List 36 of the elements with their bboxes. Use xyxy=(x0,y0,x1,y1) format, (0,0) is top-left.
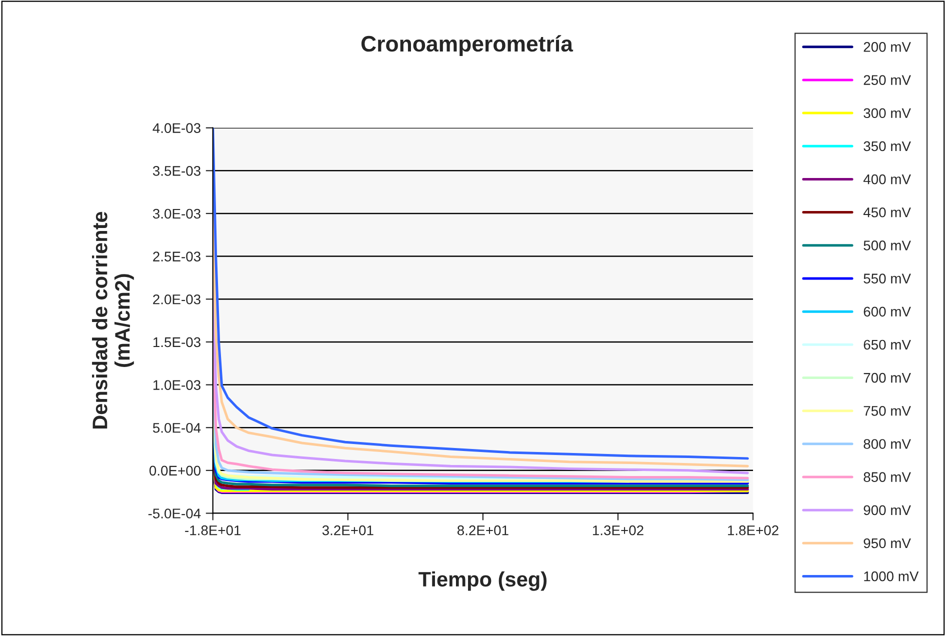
x-tick-label: 8.2E+01 xyxy=(457,525,508,536)
legend-label: 900 mV xyxy=(864,505,911,516)
legend-label: 250 mV xyxy=(864,75,911,85)
legend-label: 850 mV xyxy=(864,472,911,482)
legend-label: 500 mV xyxy=(864,240,911,250)
y-tick-label: 2.5E-03 xyxy=(153,252,200,262)
y-tick-label: 0.0E+00 xyxy=(149,466,201,476)
y-tick-label: 5.0E-04 xyxy=(152,422,201,433)
y-axis-title: Densidad de corriente (mA/cm2) xyxy=(92,212,134,429)
y-tick-label: -5.0E-04 xyxy=(148,508,201,518)
legend-label: 400 mV xyxy=(863,174,911,184)
legend-label: 1000 mV xyxy=(864,571,919,582)
y-tick-label: 1.0E-03 xyxy=(153,380,200,390)
legend-label: 350 mV xyxy=(864,141,911,152)
x-tick-label: 1.8E+02 xyxy=(728,525,778,536)
legend-label: 800 mV xyxy=(864,439,911,449)
legend-label: 600 mV xyxy=(864,306,911,317)
legend-label: 450 mV xyxy=(863,207,911,218)
legend-label: 550 mV xyxy=(864,274,911,284)
legend-label: 700 mV xyxy=(864,372,911,383)
x-axis-title: Tiempo (seg) xyxy=(418,571,547,591)
legend-label: 300 mV xyxy=(864,108,911,118)
y-tick-label: 1.5E-03 xyxy=(153,337,200,348)
y-tick-label: 2.0E-03 xyxy=(153,294,200,304)
legend-label: 650 mV xyxy=(864,340,911,350)
legend-label: 750 mV xyxy=(864,406,911,416)
x-tick-label: 1.3E+02 xyxy=(592,525,644,536)
line-series xyxy=(212,128,749,460)
y-tick-label: 3.0E-03 xyxy=(152,208,200,219)
x-tick-label: -1.8E+01 xyxy=(185,525,241,536)
x-tick-label: 3.2E+01 xyxy=(322,525,374,536)
y-tick-label: 4.0E-03 xyxy=(152,123,200,134)
legend-label: 950 mV xyxy=(864,538,911,548)
chart-title: Cronoamperometría xyxy=(361,35,574,56)
legend-label: 200 mV xyxy=(864,42,911,52)
y-tick-label: 3.5E-03 xyxy=(152,166,200,176)
